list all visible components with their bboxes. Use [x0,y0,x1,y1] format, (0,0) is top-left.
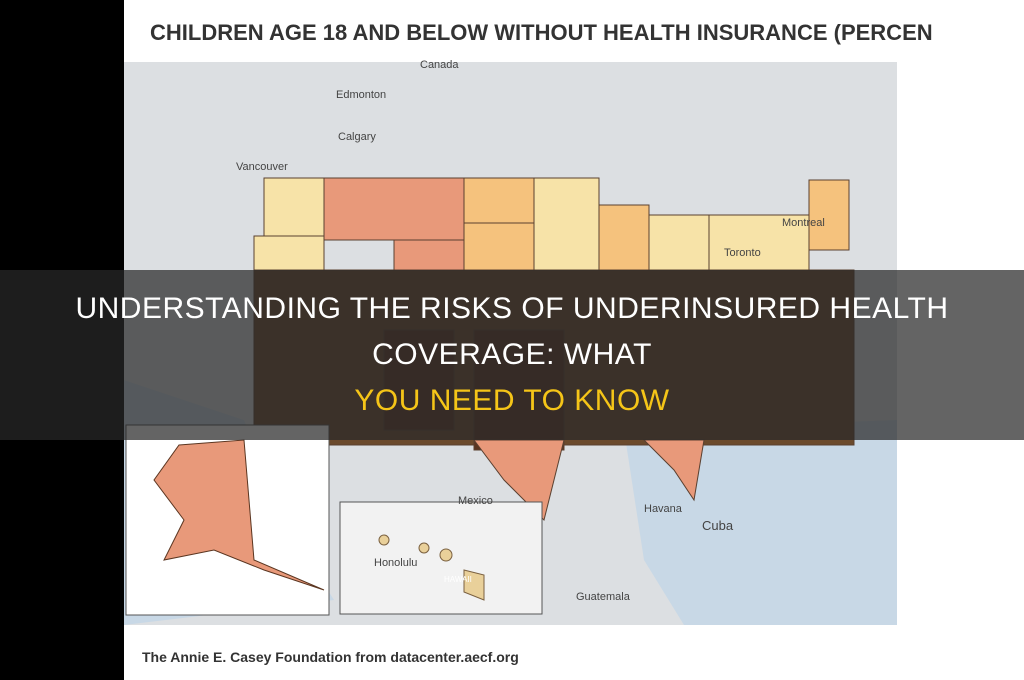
place-label: Guatemala [576,591,631,603]
place-label: Mexico [458,495,493,507]
place-label: Montreal [782,217,825,229]
place-label: Canada [420,59,459,71]
headline: UNDERSTANDING THE RISKS OF UNDERINSURED … [0,270,1024,440]
alaska [153,439,325,591]
source: The Annie E. Casey Foundation from datac… [142,649,519,665]
place-label: Calgary [338,131,376,143]
place-label: Edmonton [336,89,386,101]
place-label: HAWAII [444,575,472,584]
map-title: CHILDREN AGE 18 AND BELOW WITHOUT HEALTH… [150,20,933,45]
place-label: Vancouver [236,161,288,173]
place-label: Cuba [702,518,734,533]
place-label: Honolulu [374,557,417,569]
headline-line: UNDERSTANDING THE RISKS OF UNDERINSURED … [75,292,949,371]
place-labels: Canada Edmonton Calgary Vancouver Montre… [236,59,825,603]
headline-line: YOU NEED TO KNOW [354,384,670,417]
hawaii [378,534,485,601]
place-label: Havana [644,503,683,515]
place-label: Toronto [724,247,761,259]
